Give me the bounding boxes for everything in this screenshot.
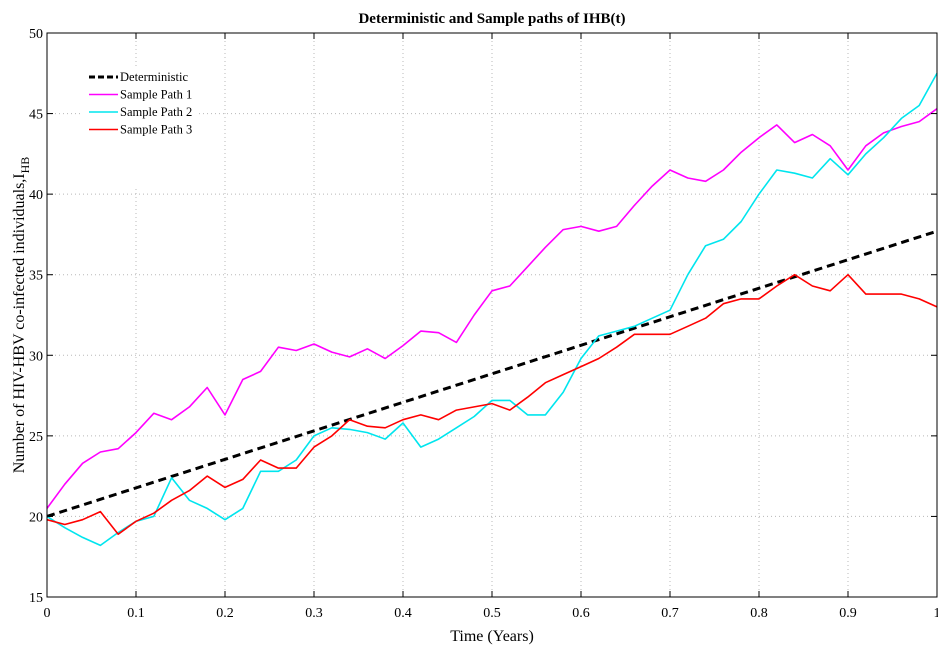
x-axis-label: Time (Years) <box>450 628 534 645</box>
x-tick-label: 0.6 <box>572 606 590 621</box>
y-tick-label: 50 <box>29 27 43 42</box>
y-tick-label: 35 <box>29 269 43 284</box>
x-tick-label: 0.8 <box>750 606 768 621</box>
x-tick-label: 1 <box>934 606 938 621</box>
legend-label-1: Deterministic <box>120 70 188 84</box>
legend-label-3: Sample Path 2 <box>120 105 192 119</box>
y-tick-label: 30 <box>29 349 43 364</box>
y-tick-label: 45 <box>29 108 43 123</box>
y-axis-label-main: Number of HIV-HBV co-infected individual… <box>11 173 28 473</box>
legend-label-2: Sample Path 1 <box>120 88 192 102</box>
chart-title: Deterministic and Sample paths of IHB(t) <box>358 11 625 27</box>
y-tick-label: 40 <box>29 188 43 203</box>
y-axis-label: Number of HIV-HBV co-infected individual… <box>11 157 32 474</box>
y-axis-label-subscript: HB <box>18 157 32 174</box>
x-tick-label: 0.7 <box>661 606 679 621</box>
y-tick-label: 25 <box>29 430 43 445</box>
x-tick-label: 0.1 <box>127 606 145 621</box>
legend-label-4: Sample Path 3 <box>120 123 192 137</box>
x-tick-label: 0.9 <box>839 606 857 621</box>
y-tick-label: 15 <box>29 591 43 606</box>
x-tick-label: 0.5 <box>483 606 501 621</box>
x-tick-label: 0.2 <box>216 606 234 621</box>
x-tick-label: 0.4 <box>394 606 412 621</box>
x-tick-label: 0 <box>44 606 51 621</box>
x-tick-label: 0.3 <box>305 606 323 621</box>
legend: Deterministic Sample Path 1 Sample Path 2 S… <box>83 66 196 186</box>
y-tick-label: 20 <box>29 510 43 525</box>
